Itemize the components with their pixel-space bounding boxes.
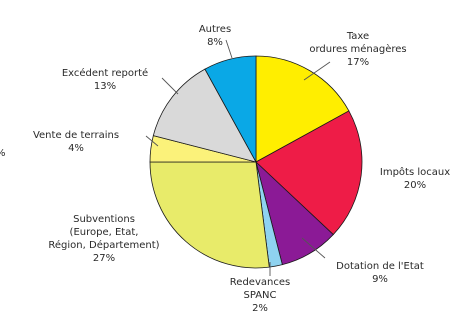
slice-value-impots: 20% [404, 180, 426, 191]
slice-label-line-subventions: Région, Département) [48, 239, 159, 251]
leader-line-dotation [301, 237, 326, 259]
slice-label-line-spanc: SPANC [243, 290, 276, 301]
leader-line-autres [225, 39, 233, 59]
slice-label-line-excedent: Excédent reporté [62, 67, 148, 79]
slice-value-taxe: 17% [347, 57, 369, 68]
slice-label-line-taxe: ordures ménagères [309, 43, 406, 55]
slice-label-impots: Impôts locaux 20% [380, 166, 450, 191]
slice-value-subventions: 27% [93, 253, 115, 264]
slice-label-line-subventions: (Europe, Etat, [70, 227, 139, 238]
slice-value-excedent: 13% [94, 81, 116, 92]
slice-value-dotation: 9% [372, 274, 388, 285]
leader-line-excedent [161, 77, 179, 95]
slice-value-autres: 8% [207, 37, 223, 48]
slice-label-excedent: Excédent reporté 13% [62, 67, 148, 92]
slice-label-autres: Autres 8% [199, 24, 231, 48]
slice-label-taxe: Taxe ordures ménagères 17% [309, 31, 406, 68]
pie-slice-autres [204, 55, 257, 163]
pie-slice-subventions [149, 161, 270, 269]
slice-label-line-vente: Vente de terrains [33, 130, 119, 141]
slice-label-subventions: Subventions (Europe, Etat, Région, Départe… [48, 214, 159, 264]
slice-value-spanc: 2% [252, 303, 268, 314]
slice-label-line-autres: Autres [199, 24, 231, 35]
leader-line-vente [145, 135, 159, 147]
pie-slice-excedent [152, 68, 257, 163]
slice-label-dotation: Dotation de l'Etat 9% [336, 261, 424, 285]
slice-label-line-subventions: Subventions [73, 214, 135, 225]
slice-label-vente: Vente de terrains 4% [33, 130, 119, 154]
pie-slice-impots [255, 110, 363, 236]
pie-slice-taxe [255, 55, 350, 163]
slice-label-line-spanc: Redevances [230, 277, 290, 288]
leader-line-taxe [303, 61, 331, 81]
slice-label-spanc: Redevances SPANC 2% [230, 277, 290, 314]
slice-label-line-impots: Impôts locaux [380, 166, 450, 178]
slice-label-line-dotation: Dotation de l'Etat [336, 261, 424, 272]
edge-label-fragment: % [0, 148, 6, 159]
slice-label-line-taxe: Taxe [346, 31, 369, 42]
slice-value-vente: 4% [68, 143, 84, 154]
